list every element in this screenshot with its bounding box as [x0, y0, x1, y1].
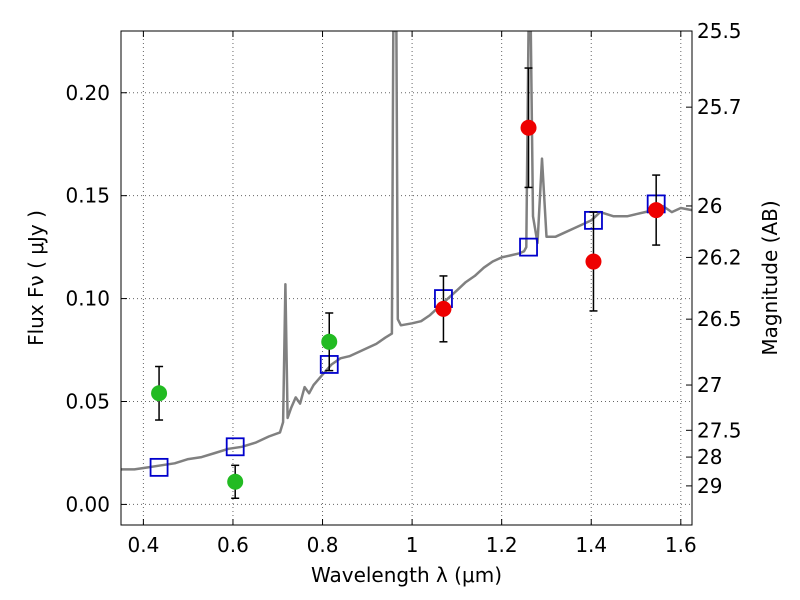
- x-tick-label: 1: [406, 533, 419, 557]
- observed-flux-point: [520, 119, 537, 136]
- x-tick-label: 1.2: [486, 533, 518, 557]
- x-tick-label: 0.4: [127, 533, 159, 557]
- x-tick-label: 0.6: [217, 533, 249, 557]
- y-tick-label: 0.20: [65, 81, 110, 105]
- y-tick-label: 0.10: [65, 287, 110, 311]
- y2-tick-label: 28: [697, 445, 722, 469]
- y2-tick-label: 25.5: [697, 19, 742, 43]
- y2-axis-label: Magnitude (AB): [758, 200, 782, 355]
- y2-tick-label: 26.2: [697, 245, 742, 269]
- model-flux-square: [519, 237, 538, 257]
- observed-flux-point: [585, 253, 602, 270]
- y2-tick-label: 27: [697, 373, 722, 397]
- y-tick-label: 0.05: [65, 390, 110, 414]
- observed-flux-point: [648, 202, 665, 219]
- x-tick-label: 1.4: [575, 533, 607, 557]
- plot-area: [121, 31, 692, 499]
- ticks: 0.4 0.6 0.8 1 1.2 1.4 1.6 0.00 0.05 0.10 0.15 0.20 2…: [65, 19, 741, 557]
- model-flux-square: [225, 437, 245, 457]
- grid-lines: [121, 31, 692, 525]
- template-spectrum-line: [121, 31, 692, 471]
- y2-tick-label: 25.7: [697, 95, 742, 119]
- x-tick-label: 0.8: [307, 533, 339, 557]
- x-axis-label: Wavelength λ (μm): [311, 563, 502, 587]
- y-tick-label: 0.00: [65, 492, 110, 516]
- y2-tick-label: 26: [697, 194, 722, 218]
- x-tick-label: 1.6: [665, 533, 697, 557]
- observed-flux-point: [321, 333, 338, 350]
- y-tick-label: 0.15: [65, 184, 110, 208]
- y2-tick-label: 29: [697, 474, 722, 498]
- y-axis-label: Flux Fν ( μJy ): [24, 210, 48, 346]
- observed-flux-point: [227, 473, 244, 490]
- observed-flux-point: [151, 385, 168, 402]
- y2-tick-label: 27.5: [697, 418, 742, 442]
- model-flux-square: [149, 457, 169, 477]
- observed-flux-point: [435, 300, 452, 317]
- y2-tick-label: 26.5: [697, 307, 742, 331]
- axes-frame: [120, 30, 693, 526]
